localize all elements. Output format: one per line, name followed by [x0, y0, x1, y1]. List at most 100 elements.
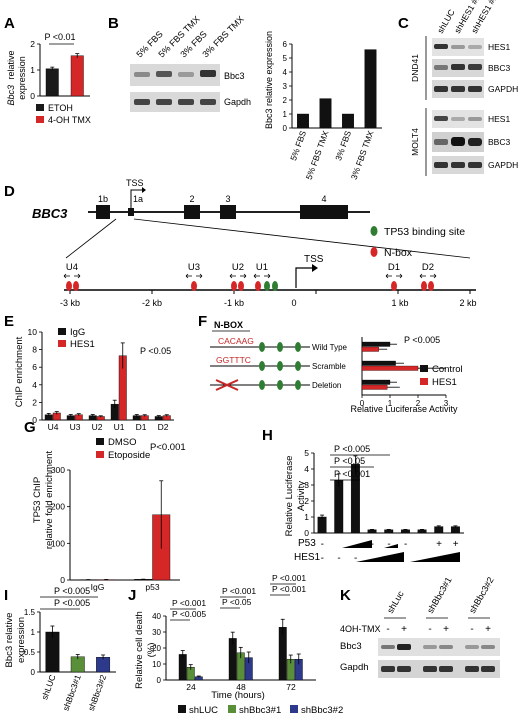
- c-band: [468, 86, 482, 92]
- b-band: [156, 71, 172, 77]
- a-legend-etoh: ETOH: [48, 103, 73, 113]
- d-primer-arrow: [74, 273, 81, 279]
- d-legend-nbox: N-box: [384, 247, 413, 259]
- h-p53-wedge-small: [384, 544, 398, 548]
- b-band: [156, 99, 172, 105]
- k-band: [465, 666, 479, 672]
- f-tp53-marker: [277, 361, 283, 371]
- d-exon-label-1a: 1a: [133, 194, 143, 204]
- b-band: [178, 72, 194, 77]
- d-scale-label: -1 kb: [224, 298, 244, 308]
- f-deletion-x-icon: [215, 379, 239, 391]
- i-ylabel-2: expression: [16, 617, 27, 663]
- x-tick-label: 3: [444, 399, 449, 408]
- g-legend-swatch-dmso: [96, 438, 104, 445]
- h-hes1-wedge: [410, 552, 460, 562]
- y-tick-label: 2: [283, 96, 288, 105]
- bar: [317, 516, 327, 534]
- k-lane-label-2: shBbc3#1: [425, 575, 454, 615]
- h-p53-mark: +: [453, 539, 459, 550]
- chart-e: 0 2 4 6 8 10 U4 U3 U2 U1 D1 D2: [28, 327, 174, 432]
- bar: [70, 55, 84, 97]
- y-tick-label: 2: [30, 39, 35, 49]
- panel-letter-c: C: [398, 15, 409, 32]
- k-treatment-label: 4OH-TMX: [340, 624, 381, 634]
- h-row-p53: P53: [298, 538, 316, 549]
- panel-letter-j: J: [128, 587, 136, 604]
- y-tick-label: 4: [32, 380, 37, 390]
- d-exon-4: [300, 205, 348, 219]
- f-legend-control: Control: [432, 364, 463, 375]
- d-tss-arrowhead-bottom: [312, 264, 318, 272]
- j-legend-swatch-shbbc3-2: [290, 705, 298, 713]
- k-mark: -: [386, 624, 389, 635]
- k-band: [439, 666, 453, 672]
- d-scale-label: -3 kb: [60, 298, 80, 308]
- panel-letter-k: K: [340, 587, 351, 604]
- d-nbox-marker: [66, 281, 72, 291]
- f-seq-scramble: GGTTTC: [216, 355, 251, 365]
- c-band: [434, 44, 448, 49]
- f-tp53-marker: [259, 380, 265, 390]
- k-band: [481, 645, 495, 649]
- j-legend-shbbc3-2: shBbc3#2: [301, 705, 343, 716]
- c-band: [451, 117, 465, 121]
- j-ylabel-2: (%): [146, 643, 157, 658]
- x-tick-label: U4: [48, 422, 59, 432]
- d-primer-arrow: [385, 273, 392, 279]
- c-blot-label-bbc3-bottom: BBC3: [488, 137, 510, 147]
- d-tss-arrow-bottom: [295, 267, 312, 288]
- f-tp53-marker: [277, 380, 283, 390]
- d-exon-label-4: 4: [321, 194, 326, 204]
- f-seq-wildtype: CACAAG: [218, 336, 254, 346]
- d-site-label-u2: U2: [232, 262, 244, 273]
- f-legend-hes1: HES1: [432, 377, 457, 388]
- d-exon-1b: [96, 205, 110, 219]
- bar: [334, 480, 344, 534]
- d-nbox-marker: [428, 281, 434, 291]
- panel-a: A Bbc3 relative expression 0 1 2 P <0.01 E…: [4, 15, 91, 125]
- bar: [434, 526, 444, 534]
- a-legend-tmx: 4-OH TMX: [48, 115, 91, 125]
- d-primer-arrow: [196, 273, 203, 279]
- h-ylabel-2: Activity: [296, 481, 307, 511]
- x-tick-label: 5% FBS TMX: [304, 129, 331, 181]
- bar: [361, 360, 396, 366]
- y-tick-label: 0: [31, 668, 36, 677]
- x-tick-label: shBbc3#2: [86, 673, 108, 712]
- y-tick-label: 40: [152, 612, 161, 621]
- bar: [45, 68, 59, 97]
- f-tp53-marker: [295, 342, 301, 352]
- y-tick-label: 2: [304, 496, 309, 506]
- c-band: [468, 117, 482, 121]
- d-exon-label-3: 3: [225, 194, 230, 204]
- y-tick-label: 20: [152, 644, 161, 653]
- d-tss-label-top: TSS: [126, 178, 144, 188]
- y-tick-label: 0: [32, 415, 37, 425]
- h-ylabel-1: Relative Luciferase: [284, 456, 295, 537]
- h-pvalue-2: P <0.05: [334, 456, 365, 466]
- bar: [361, 341, 391, 347]
- d-scale-label: 2 kb: [459, 298, 476, 308]
- k-mark: -: [428, 624, 431, 635]
- d-scale: -3 kb -2 kb -1 kb 0 1 kb 2 kb: [60, 290, 477, 308]
- f-pvalue: P <0.005: [404, 335, 440, 345]
- k-band: [381, 645, 395, 649]
- e-legend-swatch-igg: [58, 328, 66, 335]
- h-p53-wedge: [342, 540, 372, 548]
- j-pvalue-3: P <0.001: [222, 586, 256, 596]
- x-tick-label: U2: [92, 422, 103, 432]
- d-legend-tp53-marker: [370, 226, 378, 236]
- d-site-label-d1: D1: [388, 262, 400, 273]
- d-gene-name: BBC3: [32, 206, 68, 221]
- y-tick-label: 0: [283, 124, 288, 133]
- j-legend-swatch-shluc: [178, 705, 186, 713]
- bar: [361, 384, 388, 390]
- y-tick-label: 5: [283, 54, 288, 63]
- j-ylabel-1: Relative cell death: [134, 611, 145, 689]
- bar: [450, 526, 460, 534]
- f-tp53-marker: [259, 342, 265, 352]
- a-ylabel-rest: relative: [6, 50, 16, 79]
- f-xlabel: Relative Luciferase Activity: [350, 404, 458, 414]
